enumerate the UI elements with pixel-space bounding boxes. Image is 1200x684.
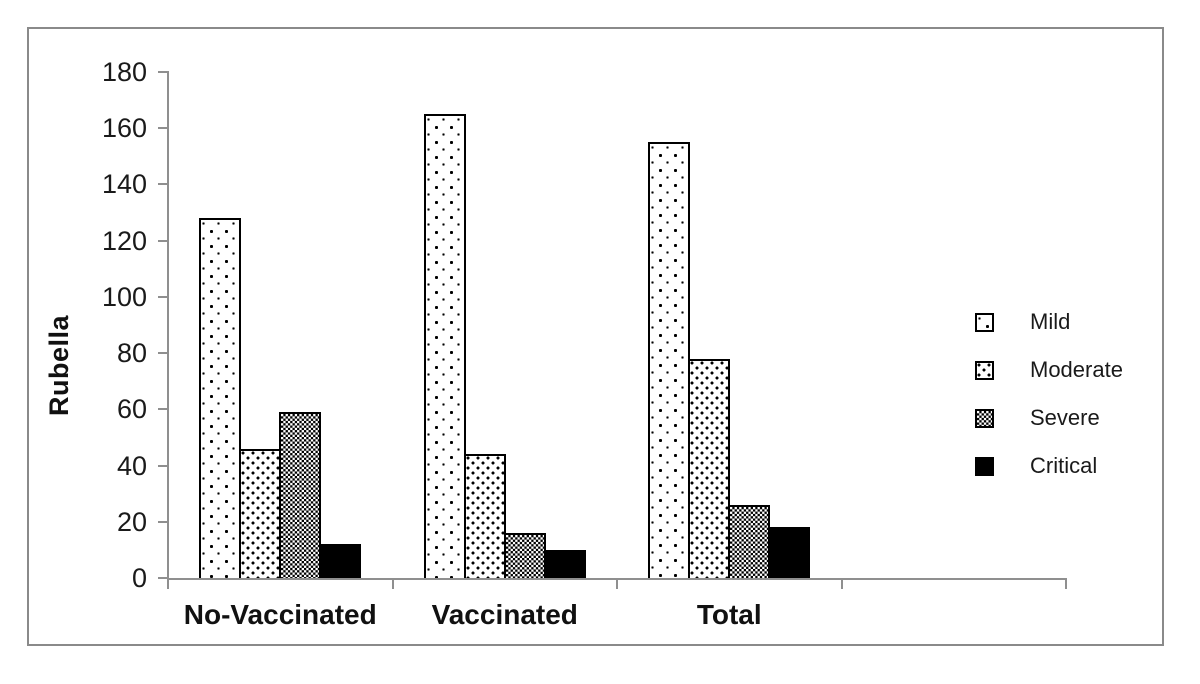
y-tick-label: 80 xyxy=(116,338,147,369)
legend-label: Critical xyxy=(1030,453,1098,478)
mild-swatch-icon xyxy=(975,312,994,332)
category-label: Vaccinated xyxy=(431,599,578,630)
y-tick xyxy=(158,71,167,73)
bar-moderate-vaccinated xyxy=(463,454,506,578)
legend-label: Mild xyxy=(1030,309,1071,334)
y-tick-label: 140 xyxy=(101,169,147,200)
y-tick xyxy=(158,239,167,242)
legend-item: Critical xyxy=(975,442,1123,490)
bar-severe-no-vaccinated xyxy=(279,412,322,578)
x-tick xyxy=(1065,580,1067,589)
y-tick xyxy=(158,464,167,467)
y-tick xyxy=(158,408,167,411)
y-tick xyxy=(158,577,167,579)
bar-severe-total xyxy=(728,505,771,578)
y-tick xyxy=(158,127,167,130)
y-tick-label: 120 xyxy=(101,225,147,256)
critical-swatch-icon xyxy=(975,456,994,476)
legend-item: Mild xyxy=(975,298,1123,346)
x-axis-line xyxy=(167,578,1067,580)
bar-moderate-no-vaccinated xyxy=(239,449,282,578)
y-tick-label: 100 xyxy=(101,281,147,312)
y-tick xyxy=(158,352,167,355)
y-axis-title: Rubella xyxy=(44,314,74,416)
bar-mild-no-vaccinated xyxy=(199,218,242,578)
legend-label: Moderate xyxy=(1030,357,1123,382)
y-tick-label: 160 xyxy=(101,113,147,144)
y-tick-label: 60 xyxy=(116,394,147,425)
y-tick-label: 0 xyxy=(131,563,147,593)
bar-critical-no-vaccinated xyxy=(319,544,362,578)
x-tick xyxy=(167,580,169,589)
x-tick xyxy=(391,580,394,589)
legend-item: Severe xyxy=(975,394,1123,442)
legend-label: Severe xyxy=(1030,405,1100,430)
bar-moderate-total xyxy=(688,359,731,578)
x-tick xyxy=(616,580,618,589)
y-tick xyxy=(158,183,167,186)
bar-mild-vaccinated xyxy=(423,114,466,578)
y-tick-label: 40 xyxy=(116,450,147,481)
bar-severe-vaccinated xyxy=(503,533,546,578)
bar-critical-vaccinated xyxy=(543,550,586,578)
legend: Mild Moderate Severe Critical xyxy=(975,298,1123,490)
y-tick xyxy=(158,520,167,523)
bar-mild-total xyxy=(648,142,691,578)
bar-critical-total xyxy=(768,527,811,578)
y-tick-label: 180 xyxy=(101,57,147,87)
x-tick xyxy=(840,580,843,589)
legend-item: Moderate xyxy=(975,346,1123,394)
moderate-swatch-icon xyxy=(975,360,994,380)
y-tick-label: 20 xyxy=(116,506,147,537)
y-axis-line xyxy=(167,71,169,580)
y-tick xyxy=(158,295,167,298)
severe-swatch-icon xyxy=(975,408,994,428)
category-label: No-Vaccinated xyxy=(183,599,377,630)
category-label: Total xyxy=(696,599,762,630)
